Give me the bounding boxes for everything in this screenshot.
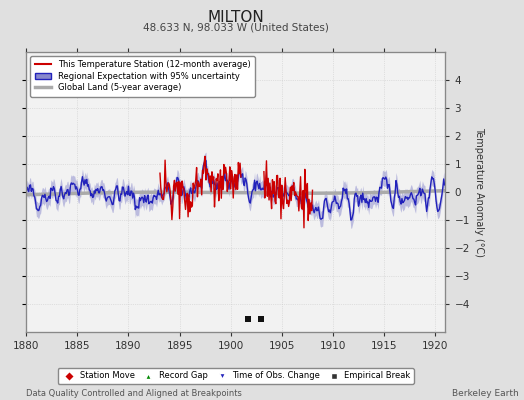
Text: Berkeley Earth: Berkeley Earth — [452, 389, 519, 398]
Legend: This Temperature Station (12-month average), Regional Expectation with 95% uncer: This Temperature Station (12-month avera… — [30, 56, 255, 96]
Legend: Station Move, Record Gap, Time of Obs. Change, Empirical Break: Station Move, Record Gap, Time of Obs. C… — [58, 368, 414, 384]
Text: MILTON: MILTON — [208, 10, 264, 25]
Text: 48.633 N, 98.033 W (United States): 48.633 N, 98.033 W (United States) — [143, 22, 329, 32]
Y-axis label: Temperature Anomaly (°C): Temperature Anomaly (°C) — [474, 127, 484, 257]
Text: Data Quality Controlled and Aligned at Breakpoints: Data Quality Controlled and Aligned at B… — [26, 389, 242, 398]
